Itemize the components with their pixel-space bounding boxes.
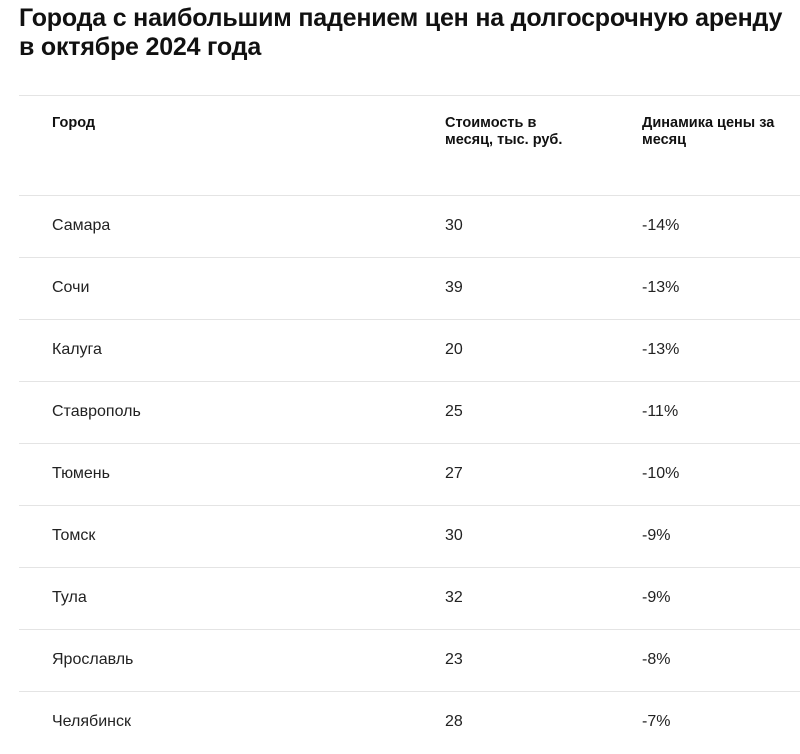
table-row: Томск 30 -9% bbox=[19, 506, 800, 568]
price-cell: 20 bbox=[445, 341, 463, 358]
change-cell: -9% bbox=[642, 589, 671, 606]
table-row: Ярославль 23 -8% bbox=[19, 630, 800, 692]
table-row: Тюмень 27 -10% bbox=[19, 444, 800, 506]
city-cell: Тюмень bbox=[52, 465, 110, 482]
header-change: Динамика цены за месяц bbox=[642, 115, 775, 148]
change-cell: -13% bbox=[642, 341, 680, 358]
table-header-row: Город Стоимость в месяц, тыс. руб. Динам… bbox=[19, 96, 800, 196]
rent-table: Город Стоимость в месяц, тыс. руб. Динам… bbox=[19, 95, 800, 754]
change-cell: -8% bbox=[642, 651, 671, 668]
price-cell: 28 bbox=[445, 713, 463, 730]
table-row: Челябинск 28 -7% bbox=[19, 692, 800, 754]
city-cell: Тула bbox=[52, 589, 87, 606]
change-cell: -13% bbox=[642, 279, 680, 296]
table-row: Сочи 39 -13% bbox=[19, 258, 800, 320]
city-cell: Калуга bbox=[52, 341, 102, 358]
city-cell: Сочи bbox=[52, 279, 90, 296]
table-row: Тула 32 -9% bbox=[19, 568, 800, 630]
table-row: Самара 30 -14% bbox=[19, 196, 800, 258]
change-cell: -9% bbox=[642, 527, 671, 544]
city-cell: Самара bbox=[52, 217, 111, 234]
change-cell: -7% bbox=[642, 713, 671, 730]
page-title: Города с наибольшим падением цен на долг… bbox=[19, 4, 783, 61]
price-cell: 30 bbox=[445, 217, 463, 234]
change-cell: -11% bbox=[642, 403, 679, 420]
table-row: Ставрополь 25 -11% bbox=[19, 382, 800, 444]
city-cell: Ставрополь bbox=[52, 403, 141, 420]
header-price: Стоимость в месяц, тыс. руб. bbox=[445, 115, 563, 148]
change-cell: -10% bbox=[642, 465, 680, 482]
city-cell: Челябинск bbox=[52, 713, 131, 730]
change-cell: -14% bbox=[642, 217, 680, 234]
price-cell: 30 bbox=[445, 527, 463, 544]
price-cell: 27 bbox=[445, 465, 463, 482]
header-city: Город bbox=[52, 115, 96, 131]
price-cell: 25 bbox=[445, 403, 463, 420]
city-cell: Томск bbox=[52, 527, 96, 544]
price-cell: 23 bbox=[445, 651, 463, 668]
price-cell: 39 bbox=[445, 279, 463, 296]
table-row: Калуга 20 -13% bbox=[19, 320, 800, 382]
city-cell: Ярославль bbox=[52, 651, 134, 668]
price-cell: 32 bbox=[445, 589, 463, 606]
